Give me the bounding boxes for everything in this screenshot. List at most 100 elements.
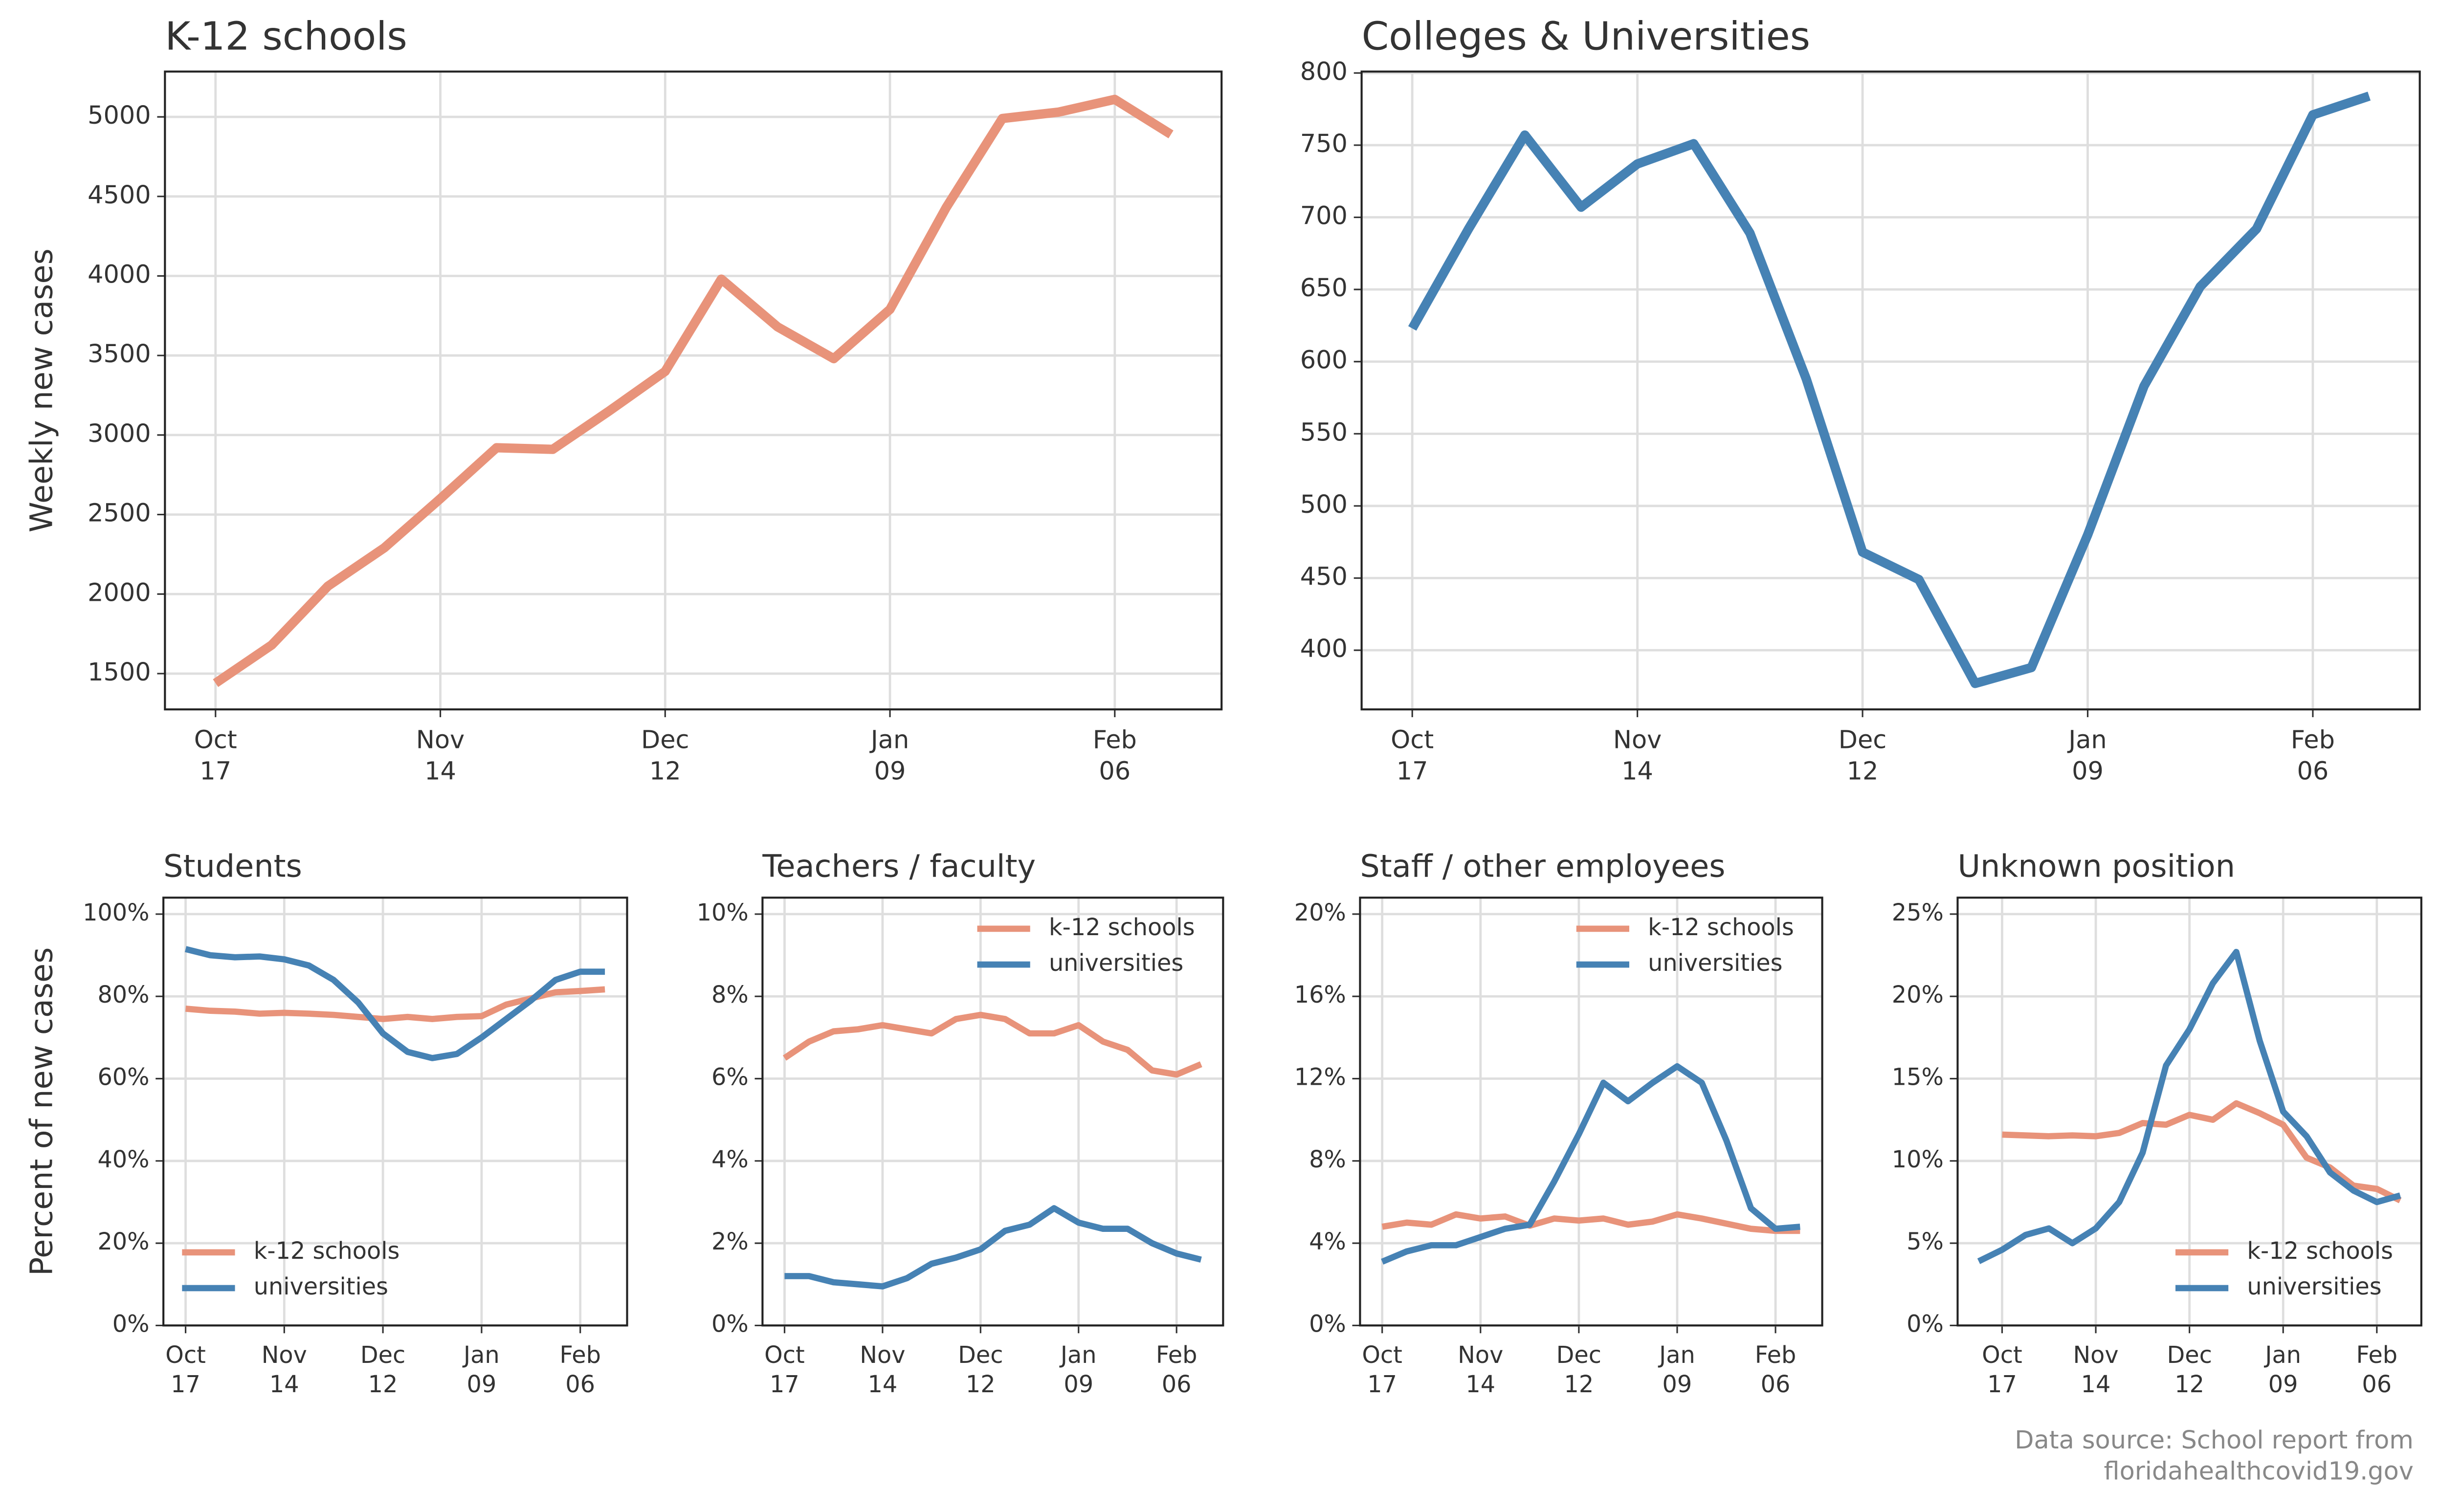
y-tick-label: 2500 [88, 499, 151, 528]
y-tick-label: 4% [1309, 1228, 1346, 1255]
y-tick-label: 6% [711, 1064, 749, 1091]
y-tick-label: 700 [1300, 202, 1348, 231]
y-tick-label: 4500 [88, 181, 151, 210]
x-tick-label: Feb 06 [559, 1341, 601, 1399]
y-tick-label: 15% [1892, 1064, 1944, 1091]
panel-title: Teachers / faculty [762, 848, 1036, 884]
x-tick-label: Oct 17 [1362, 1341, 1402, 1399]
x-tick-label: Oct 17 [1982, 1341, 2022, 1399]
x-tick-label: Nov 14 [416, 724, 465, 786]
panel-title: Colleges & Universities [1362, 14, 1811, 59]
y-axis-label: Percent of new cases [24, 947, 60, 1276]
axes-frame [1359, 897, 1823, 1327]
y-tick-label: 10% [1892, 1146, 1944, 1173]
x-tick-label: Dec 12 [641, 724, 689, 786]
x-tick-label: Feb 06 [1754, 1341, 1797, 1399]
x-tick-label: Oct 17 [165, 1341, 206, 1399]
x-tick-label: Jan 09 [870, 724, 909, 786]
y-tick-label: 500 [1300, 490, 1348, 519]
data-line [2002, 1100, 2402, 1204]
legend-label: k-12 schools [1049, 914, 1195, 941]
x-tick-label: Nov 14 [2073, 1341, 2119, 1399]
y-tick-label: 40% [97, 1146, 149, 1173]
legend-label: universities [1648, 950, 1782, 977]
source-note: Data source: School report from floridah… [2015, 1425, 2414, 1486]
x-tick-label: Feb 06 [1155, 1341, 1198, 1399]
legend-label: k-12 schools [1648, 914, 1794, 941]
y-tick-label: 4000 [88, 261, 151, 289]
x-tick-label: Dec 12 [1556, 1341, 1602, 1399]
y-tick-label: 0% [1907, 1311, 1944, 1337]
panel-title: Students [163, 848, 302, 884]
y-tick-label: 800 [1300, 57, 1348, 86]
y-tick-label: 1500 [88, 658, 151, 687]
axes-frame [1956, 897, 2422, 1327]
axes-frame [164, 70, 1223, 711]
data-line [1381, 1211, 1800, 1234]
x-tick-label: Nov 14 [860, 1341, 906, 1399]
y-tick-label: 650 [1300, 274, 1348, 303]
panel-title: Staff / other employees [1360, 848, 1725, 884]
y-tick-label: 16% [1294, 982, 1346, 1008]
x-tick-label: Dec 12 [360, 1341, 406, 1399]
data-line [185, 946, 605, 1061]
y-tick-label: 12% [1294, 1064, 1346, 1091]
y-tick-label: 0% [711, 1311, 749, 1337]
x-tick-label: Oct 17 [1391, 724, 1434, 786]
axes-frame [1360, 70, 2421, 711]
y-tick-label: 10% [697, 899, 749, 926]
y-tick-label: 600 [1300, 346, 1348, 375]
data-line [1977, 948, 2401, 1264]
data-line [1408, 91, 2371, 688]
data-line [782, 1011, 1202, 1078]
x-tick-label: Nov 14 [261, 1341, 307, 1399]
x-tick-label: Dec 12 [1838, 724, 1887, 786]
y-tick-label: 8% [1309, 1146, 1346, 1173]
panel-title: K-12 schools [165, 14, 407, 59]
y-tick-label: 5% [1907, 1228, 1944, 1255]
x-tick-label: Nov 14 [1613, 724, 1662, 786]
y-tick-label: 25% [1892, 899, 1944, 926]
x-tick-label: Jan 09 [1659, 1341, 1695, 1399]
y-tick-label: 8% [711, 982, 749, 1008]
y-tick-label: 60% [97, 1064, 149, 1091]
y-tick-label: 100% [83, 899, 149, 926]
y-tick-label: 0% [112, 1311, 150, 1337]
x-tick-label: Oct 17 [194, 724, 237, 786]
y-tick-label: 0% [1309, 1311, 1346, 1337]
y-tick-label: 20% [1294, 899, 1346, 926]
y-tick-label: 550 [1300, 418, 1348, 447]
x-tick-label: Feb 06 [1092, 724, 1137, 786]
legend-label: k-12 schools [254, 1238, 400, 1265]
x-tick-label: Nov 14 [1458, 1341, 1504, 1399]
y-tick-label: 2000 [88, 578, 151, 607]
legend-label: universities [1049, 950, 1183, 977]
y-tick-label: 4% [711, 1146, 749, 1173]
legend-label: universities [2247, 1273, 2381, 1300]
y-tick-label: 750 [1300, 130, 1348, 158]
axes-frame [162, 897, 628, 1327]
data-line [1381, 1063, 1800, 1265]
y-tick-label: 2% [711, 1228, 749, 1255]
y-tick-label: 3500 [88, 340, 151, 369]
x-tick-label: Jan 09 [2265, 1341, 2301, 1399]
y-tick-label: 20% [97, 1228, 149, 1255]
y-tick-label: 3000 [88, 419, 151, 448]
x-tick-label: Jan 09 [2068, 724, 2107, 786]
x-tick-label: Feb 06 [2290, 724, 2335, 786]
x-tick-label: Dec 12 [958, 1341, 1003, 1399]
axes-frame [761, 897, 1224, 1327]
x-tick-label: Jan 09 [464, 1341, 500, 1399]
y-axis-label: Weekly new cases [24, 248, 60, 532]
x-tick-label: Oct 17 [764, 1341, 805, 1399]
x-tick-label: Feb 06 [2356, 1341, 2398, 1399]
data-line [213, 94, 1174, 687]
y-tick-label: 400 [1300, 635, 1348, 663]
panel-title: Unknown position [1957, 848, 2235, 884]
legend-label: k-12 schools [2247, 1238, 2393, 1265]
data-line [784, 1205, 1202, 1290]
legend-label: universities [254, 1273, 388, 1300]
y-tick-label: 20% [1892, 982, 1944, 1008]
x-tick-label: Jan 09 [1060, 1341, 1097, 1399]
